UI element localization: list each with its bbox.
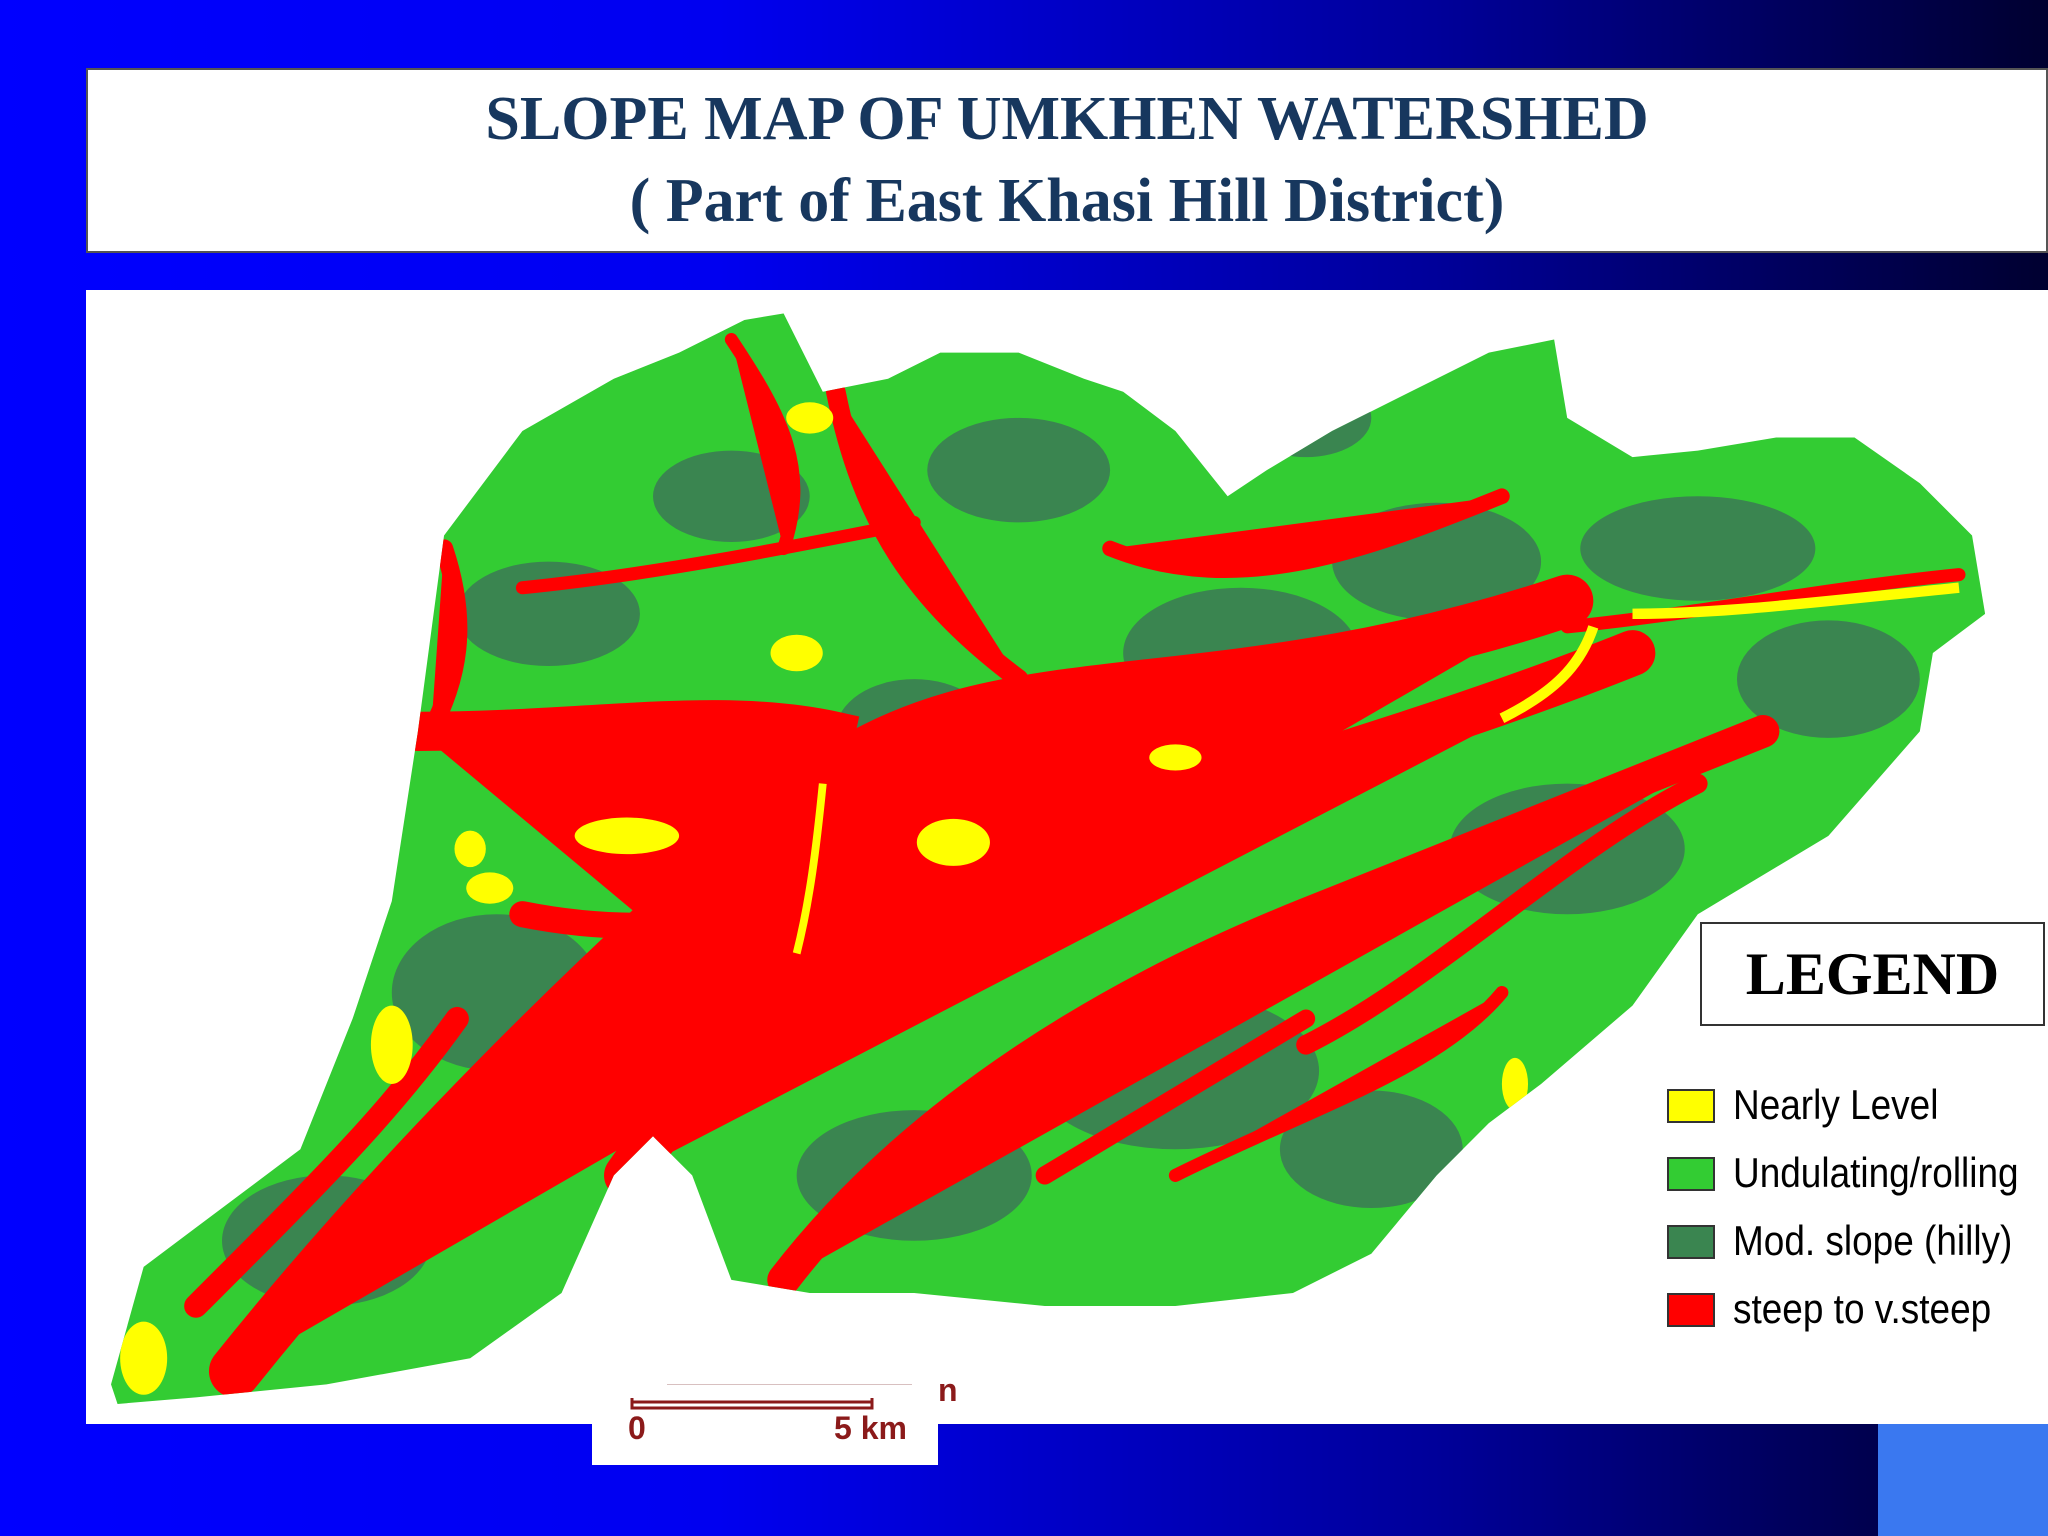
scale-fragment: n bbox=[938, 1372, 966, 1409]
scale-start: 0 bbox=[628, 1410, 646, 1446]
legend-swatch bbox=[1667, 1157, 1715, 1191]
scale-line bbox=[630, 1384, 912, 1410]
legend-label: Mod. slope (hilly) bbox=[1733, 1217, 2013, 1264]
scale-end: 5 km bbox=[834, 1410, 907, 1446]
legend-label: steep to v.steep bbox=[1733, 1285, 1992, 1332]
legend-label: Undulating/rolling bbox=[1733, 1149, 2019, 1196]
legend-swatch bbox=[1667, 1089, 1715, 1123]
corner-decoration bbox=[1878, 1424, 2048, 1536]
title-box: SLOPE MAP OF UMKHEN WATERSHED ( Part of … bbox=[86, 68, 2048, 253]
legend-swatch bbox=[1667, 1225, 1715, 1259]
legend-swatch bbox=[1667, 1293, 1715, 1327]
scale-bar: 0 5 km bbox=[592, 1384, 938, 1465]
subtitle: ( Part of East Khasi Hill District) bbox=[629, 167, 1505, 235]
level-patches bbox=[120, 402, 1960, 1395]
legend-title: LEGEND bbox=[1700, 922, 2045, 1026]
legend-label: Nearly Level bbox=[1733, 1081, 1939, 1128]
title: SLOPE MAP OF UMKHEN WATERSHED bbox=[485, 85, 1649, 153]
